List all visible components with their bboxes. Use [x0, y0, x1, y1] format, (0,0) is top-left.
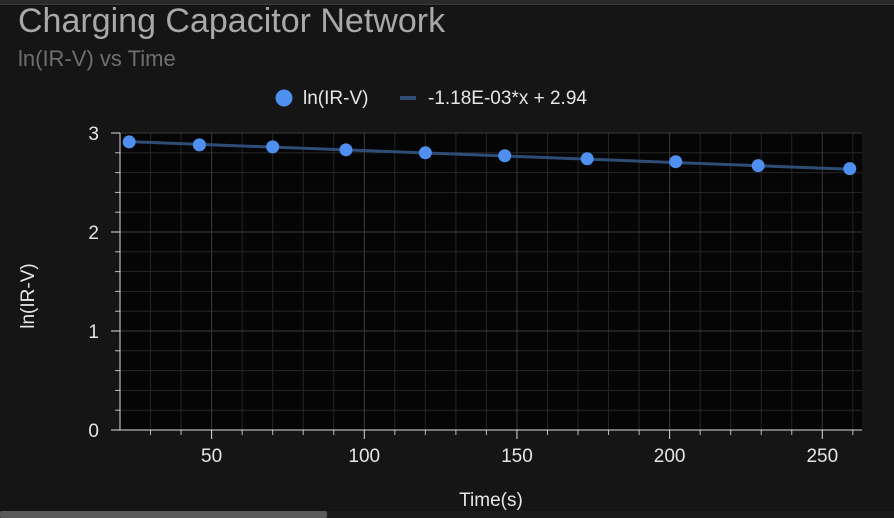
chart-subtitle: ln(IR-V) vs Time — [18, 46, 176, 71]
x-tick-label: 50 — [201, 446, 222, 467]
x-tick-label: 250 — [806, 446, 838, 467]
y-axis-label: ln(IR-V) — [18, 263, 39, 328]
major-gridlines — [120, 132, 862, 431]
chart-title: Charging Capacitor Network — [18, 2, 446, 40]
x-tick-label: 150 — [501, 446, 533, 467]
data-point — [498, 149, 512, 163]
horizontal-scrollbar-thumb[interactable] — [0, 511, 327, 518]
plot-area — [120, 133, 862, 430]
points-layer — [122, 135, 857, 176]
legend: ln(IR-V) -1.18E-03*x + 2.94 — [275, 88, 587, 109]
y-tick-label: 1 — [88, 322, 99, 343]
trendline-layer — [129, 140, 850, 171]
data-point — [339, 143, 353, 157]
data-point — [751, 159, 765, 173]
y-tick-label: 3 — [88, 124, 99, 145]
x-tick-label: 100 — [348, 446, 380, 467]
y-tick-label: 2 — [88, 223, 99, 244]
legend-label-points: ln(IR-V) — [303, 88, 368, 109]
legend-marker-points — [275, 89, 293, 107]
window-top-border — [0, 0, 894, 5]
data-point — [669, 155, 683, 169]
y-tick-label: 0 — [88, 421, 99, 442]
data-point — [418, 146, 432, 160]
x-axis-label: Time(s) — [459, 490, 523, 511]
data-point — [192, 138, 206, 152]
trendline — [129, 140, 850, 171]
data-point — [580, 152, 594, 166]
data-point — [122, 135, 136, 149]
data-point — [843, 162, 857, 176]
legend-label-trendline: -1.18E-03*x + 2.94 — [428, 88, 587, 109]
data-point — [266, 140, 280, 154]
x-tick-label: 200 — [654, 446, 686, 467]
tick-labels: 50 100 150 200 250 0 1 2 3 — [88, 124, 838, 467]
minor-gridlines — [120, 133, 862, 430]
axes — [111, 132, 862, 439]
horizontal-scrollbar-track[interactable] — [0, 511, 894, 518]
